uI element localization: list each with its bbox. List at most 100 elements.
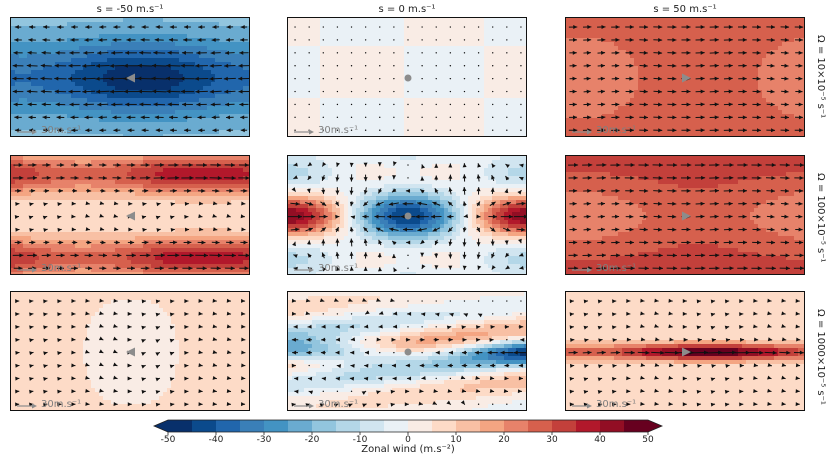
heat-cell <box>23 38 28 43</box>
heat-cell <box>171 62 176 67</box>
heat-cell <box>384 66 389 71</box>
heat-cell <box>199 122 204 127</box>
heat-cell <box>376 134 381 136</box>
heat-cell <box>504 118 509 123</box>
heat-cell <box>207 94 212 99</box>
heat-cell <box>456 54 461 59</box>
heat-cell <box>151 90 156 95</box>
heat-cell <box>794 26 799 31</box>
heat-cell <box>420 70 425 75</box>
heat-cell <box>15 42 20 47</box>
heat-cell <box>191 58 196 63</box>
heat-cell <box>163 18 168 23</box>
heat-cell <box>15 98 20 103</box>
heat-cell <box>412 54 417 59</box>
heat-cell <box>428 34 433 39</box>
quiver-arrowhead <box>195 63 200 68</box>
heat-cell <box>127 42 132 47</box>
heat-cell <box>231 70 236 75</box>
heat-cell <box>622 34 627 39</box>
heat-cell <box>698 18 703 23</box>
heat-cell <box>642 54 647 59</box>
heat-cell <box>179 70 184 75</box>
heat-cell <box>468 58 473 63</box>
heat-cell <box>380 30 385 35</box>
heat-cell <box>464 34 469 39</box>
heat-cell <box>231 78 236 83</box>
heat-cell <box>710 42 715 47</box>
heat-cell <box>316 90 321 95</box>
heat-cell <box>476 70 481 75</box>
heat-cell <box>496 82 501 87</box>
heat-cell <box>103 118 108 123</box>
heat-cell <box>618 50 623 55</box>
heat-cell <box>11 118 16 123</box>
heat-cell <box>215 74 220 79</box>
heat-cell <box>590 62 595 67</box>
heat-cell <box>11 130 16 135</box>
heat-cell <box>590 74 595 79</box>
heat-cell <box>388 90 393 95</box>
heat-cell <box>782 66 787 71</box>
heat-cell <box>488 78 493 83</box>
heat-cell <box>356 70 361 75</box>
heat-cell <box>400 22 405 27</box>
heat-cell <box>31 46 36 51</box>
heat-cell <box>135 54 140 59</box>
heat-cell <box>336 38 341 43</box>
heat-cell <box>420 26 425 31</box>
heat-cell <box>444 98 449 103</box>
heat-cell <box>594 78 599 83</box>
heat-cell <box>320 38 325 43</box>
heat-cell <box>340 50 345 55</box>
heat-cell <box>103 58 108 63</box>
heat-cell <box>802 26 804 31</box>
heat-cell <box>79 126 84 131</box>
heat-cell <box>384 26 389 31</box>
heat-cell <box>400 62 405 67</box>
heat-cell <box>79 26 84 31</box>
heat-cell <box>91 66 96 71</box>
heat-cell <box>292 78 297 83</box>
heat-cell <box>400 34 405 39</box>
heat-cell <box>376 26 381 31</box>
heat-cell <box>308 126 313 131</box>
heat-cell <box>472 58 477 63</box>
quiver-dot <box>336 90 339 93</box>
heat-cell <box>364 110 369 115</box>
heat-cell <box>694 34 699 39</box>
heat-cell <box>614 30 619 35</box>
heat-cell <box>71 94 76 99</box>
heat-cell <box>504 50 509 55</box>
quiver-dot <box>477 116 480 119</box>
heat-cell <box>654 30 659 35</box>
heat-cell <box>43 78 48 83</box>
heat-cell <box>610 62 615 67</box>
heat-cell <box>496 38 501 43</box>
heat-cell <box>610 78 615 83</box>
heat-cell <box>135 118 140 123</box>
heat-cell <box>726 30 731 35</box>
heat-cell <box>115 22 120 27</box>
heat-cell <box>75 70 80 75</box>
heat-cell <box>171 22 176 27</box>
heat-cell <box>444 114 449 119</box>
heat-cell <box>199 74 204 79</box>
heat-cell <box>99 50 104 55</box>
heat-cell <box>798 66 803 71</box>
heat-cell <box>368 110 373 115</box>
heat-cell <box>51 90 56 95</box>
heat-cell <box>59 26 64 31</box>
heat-cell <box>468 130 473 135</box>
heat-cell <box>312 66 317 71</box>
heat-cell <box>770 70 775 75</box>
quiver-arrowhead <box>54 76 59 81</box>
heat-cell <box>123 50 128 55</box>
heat-cell <box>388 58 393 63</box>
heat-cell <box>340 134 345 136</box>
heat-cell <box>794 18 799 23</box>
heat-cell <box>167 130 172 135</box>
quiver-arrowhead <box>113 25 118 30</box>
heat-cell <box>778 34 783 39</box>
heat-cell <box>328 66 333 71</box>
